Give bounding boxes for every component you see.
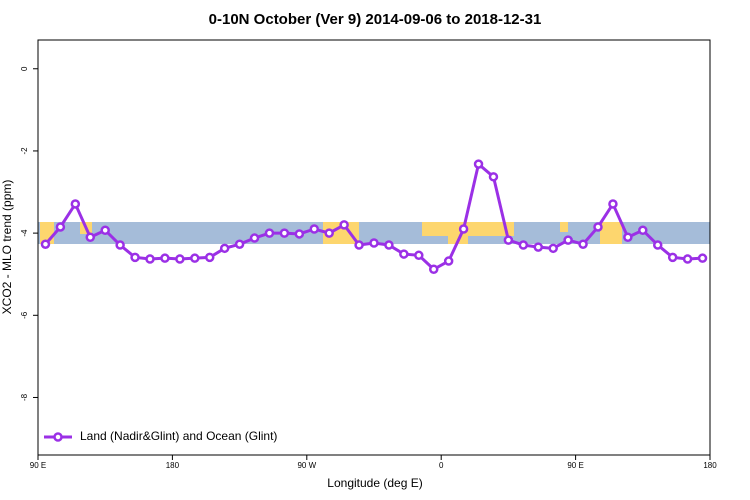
- data-point: [488, 172, 499, 182]
- legend-label: Land (Nadir&Glint) and Ocean (Glint): [80, 429, 277, 443]
- data-point: [219, 243, 230, 254]
- data-point: [652, 240, 663, 250]
- y-tick-label: -8: [20, 393, 29, 401]
- data-point: [578, 239, 588, 249]
- data-point: [473, 159, 484, 169]
- x-tick-label: 90 E: [30, 461, 46, 470]
- data-point: [249, 233, 260, 243]
- data-point: [548, 243, 558, 254]
- x-tick-label: 90 E: [567, 461, 583, 470]
- data-point: [279, 228, 290, 238]
- data-point: [608, 199, 618, 209]
- data-point: [294, 229, 305, 239]
- data-point: [399, 249, 409, 259]
- data-point: [115, 240, 125, 250]
- data-point: [369, 238, 379, 248]
- y-tick-label: -6: [20, 311, 29, 319]
- data-point: [55, 222, 66, 232]
- data-point: [414, 250, 424, 261]
- chart-title: 0-10N October (Ver 9) 2014-09-06 to 2018…: [209, 11, 542, 28]
- x-tick-label: 90 W: [297, 461, 316, 470]
- series-line: [44, 161, 703, 272]
- data-point: [623, 232, 633, 242]
- data-point: [100, 225, 110, 235]
- y-tick-label: -4: [20, 229, 29, 237]
- data-point: [324, 228, 334, 238]
- data-point: [339, 220, 349, 230]
- data-point: [443, 256, 454, 266]
- data-point: [682, 254, 693, 264]
- data-point: [145, 254, 155, 264]
- y-tick-label: 0: [20, 66, 29, 71]
- data-point: [384, 240, 394, 250]
- x-tick-label: 180: [166, 461, 180, 470]
- data-point: [667, 252, 678, 263]
- ocean-band: [38, 222, 710, 244]
- data-point: [593, 222, 603, 232]
- data-point: [264, 228, 275, 238]
- data-point: [638, 225, 648, 235]
- data-point: [697, 253, 708, 263]
- data-point: [204, 252, 215, 263]
- y-tick-label: -2: [20, 147, 29, 155]
- plot-frame: [37, 39, 711, 456]
- data-point: [428, 264, 439, 275]
- data-point: [563, 235, 573, 245]
- x-tick-label: 180: [703, 461, 717, 470]
- data-point: [309, 224, 320, 234]
- data-point: [70, 199, 81, 209]
- data-point: [518, 240, 529, 250]
- data-point: [40, 239, 51, 249]
- data-point: [130, 252, 140, 263]
- data-point: [234, 239, 245, 249]
- x-axis-label: Longitude (deg E): [327, 476, 422, 490]
- data-point: [175, 254, 185, 264]
- data-point: [354, 240, 364, 250]
- data-point: [160, 253, 170, 263]
- data-point: [503, 235, 514, 245]
- x-tick-label: 0: [439, 461, 444, 470]
- data-point: [190, 253, 200, 263]
- data-point: [533, 242, 544, 252]
- y-axis-label: XCO2 - MLO trend (ppm): [0, 180, 14, 315]
- legend-marker: [53, 432, 63, 442]
- data-point: [85, 232, 96, 242]
- data-point: [458, 224, 469, 234]
